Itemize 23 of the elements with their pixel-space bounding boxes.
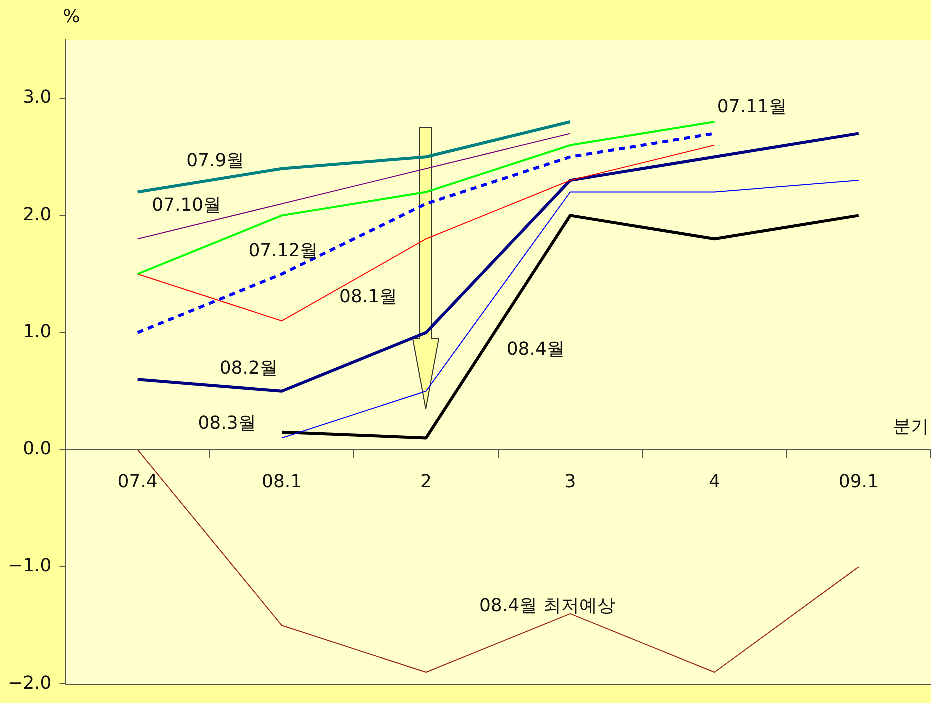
- x-tick-label: 07.4: [118, 471, 158, 492]
- series-label: 08.4월: [506, 339, 565, 360]
- y-tick-label: 3.0: [23, 87, 52, 108]
- y-tick-label: −1.0: [8, 556, 52, 577]
- x-axis-title: 분기: [893, 416, 929, 438]
- y-tick-label: 1.0: [23, 321, 52, 342]
- x-tick-label: 09.1: [838, 471, 879, 492]
- y-axis-title: %: [63, 6, 80, 28]
- series-label: 07.9월: [186, 150, 245, 172]
- y-tick-label: 0.0: [23, 438, 52, 460]
- y-tick-label: 2.0: [23, 204, 52, 226]
- x-tick-label: 2: [420, 471, 432, 492]
- series-label: 08.1월: [340, 286, 398, 308]
- x-tick-label: 08.1: [262, 471, 302, 492]
- series-label: 08.4월 최저예상: [479, 596, 616, 617]
- x-tick-label: 3: [564, 471, 576, 492]
- series-label: 07.12월: [248, 240, 318, 262]
- y-tick-label: −2.0: [8, 672, 52, 694]
- series-label: 08.2월: [220, 358, 278, 379]
- series-label: 07.10월: [152, 194, 222, 216]
- x-tick-label: 4: [708, 471, 720, 492]
- series-label: 08.3월: [198, 412, 256, 434]
- series-label: 07.11월: [717, 96, 787, 118]
